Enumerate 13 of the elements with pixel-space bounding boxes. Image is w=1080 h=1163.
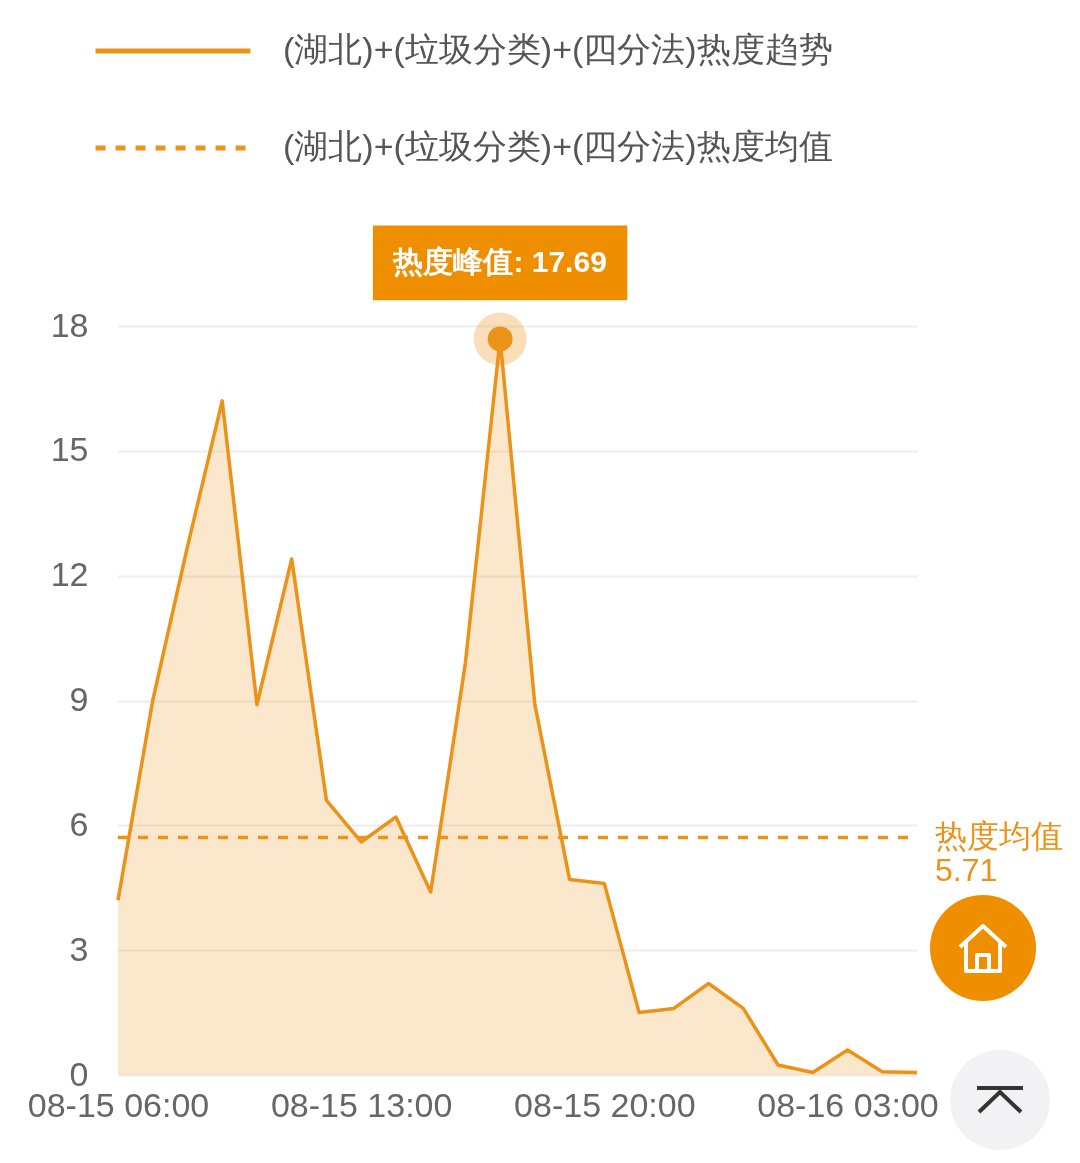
y-tick-label: 12 (50, 555, 89, 594)
y-tick-label: 6 (69, 804, 89, 843)
x-tick-label: 08-16 03:00 (757, 1085, 939, 1124)
text: 热度均值 5.71 (935, 818, 1063, 889)
x-tick-label: 08-15 20:00 (514, 1085, 696, 1124)
legend-label: (湖北)+(垃圾分类)+(四分法)热度趋势 (283, 30, 833, 68)
y-tick-label: 15 (50, 430, 89, 469)
y-tick-label: 18 (50, 305, 89, 344)
x-tick-label: 08-15 13:00 (270, 1085, 453, 1124)
annotation: 热度峰值: 17.69 (392, 244, 607, 278)
y-tick-label: 3 (69, 929, 89, 968)
y-tick-label: 9 (69, 680, 89, 718)
legend-label: (湖北)+(垃圾分类)+(四分法)热度均值 (283, 127, 833, 165)
